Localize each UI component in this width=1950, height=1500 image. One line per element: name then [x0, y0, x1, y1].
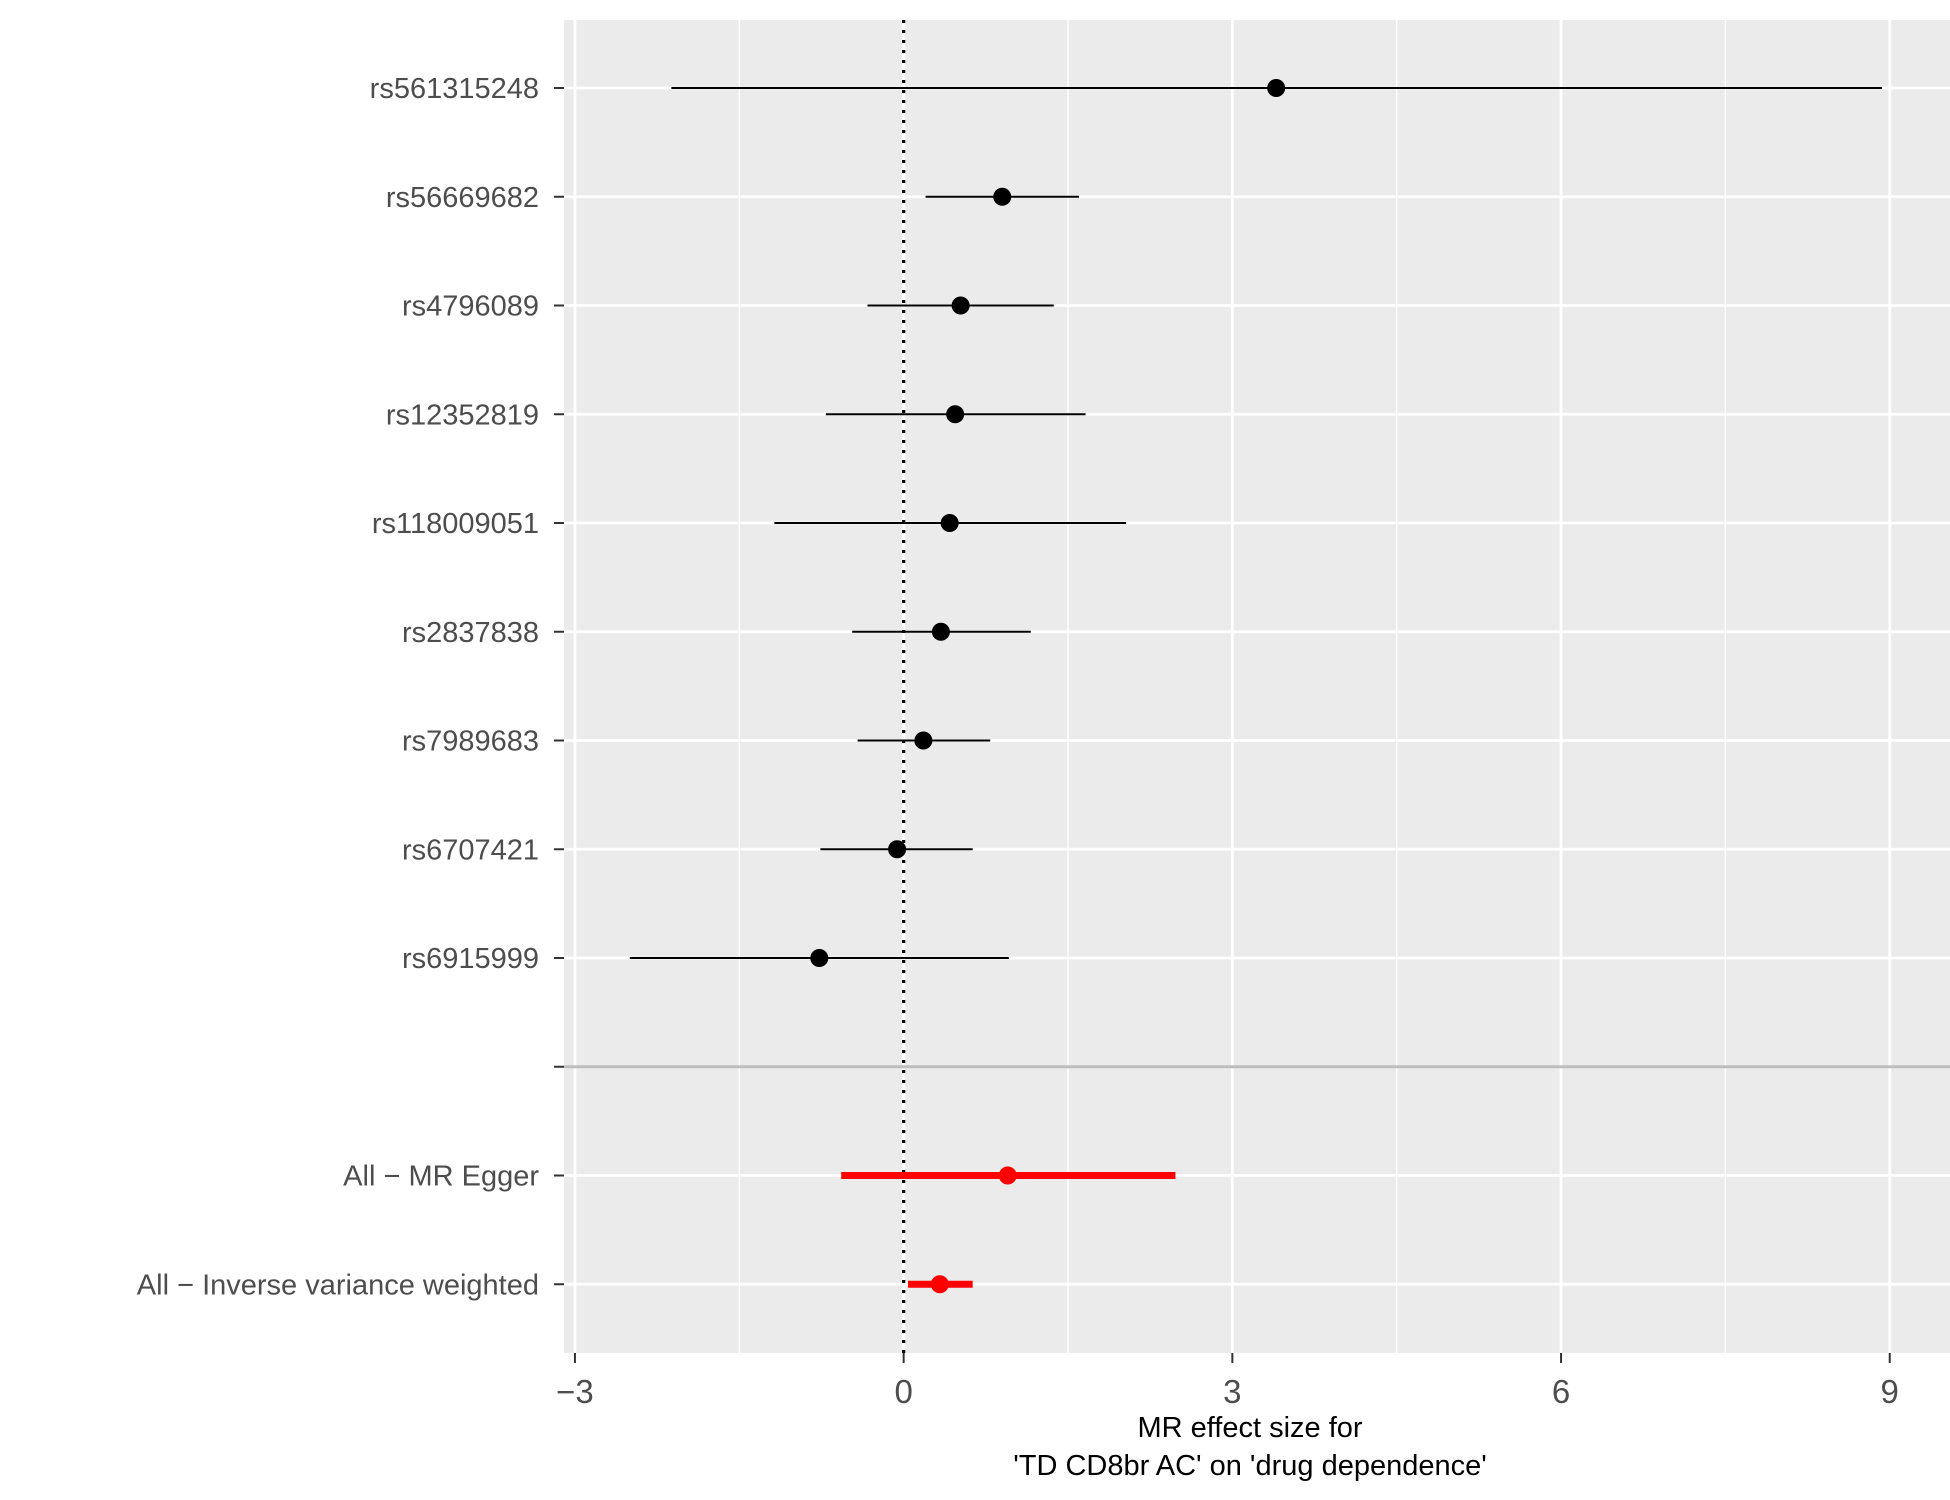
y-tick-label: rs561315248 — [370, 73, 539, 105]
y-axis-labels: rs561315248 rs56669682 rs4796089 rs12352819… — [137, 73, 540, 1301]
point-estimate — [931, 622, 950, 641]
point-estimate — [946, 405, 965, 424]
x-tick-label: 3 — [1223, 1373, 1241, 1410]
point-estimate — [993, 187, 1012, 206]
x-tick-label: 6 — [1552, 1373, 1570, 1410]
x-axis-title-line-2: 'TD CD8br AC' on 'drug dependence' — [1013, 1450, 1487, 1482]
y-tick-label: rs4796089 — [402, 291, 539, 323]
point-estimate — [940, 514, 959, 532]
y-tick-label: All − Inverse variance weighted — [137, 1269, 539, 1301]
y-tick-label: rs118009051 — [372, 508, 539, 540]
point-estimates — [810, 79, 1286, 1294]
y-tick-label: rs7989683 — [402, 726, 539, 758]
y-tick-label: rs2837838 — [402, 617, 539, 649]
y-tick-label: rs12352819 — [386, 399, 539, 431]
point-estimate — [914, 731, 933, 750]
y-tick-label: rs6915999 — [402, 943, 539, 975]
x-axis-ticks — [573, 1353, 1891, 1363]
point-estimate — [810, 949, 829, 967]
point-estimate — [888, 840, 907, 859]
y-tick-label: rs56669682 — [386, 182, 539, 214]
x-axis-labels: −3 0 3 6 9 — [556, 1373, 1899, 1410]
point-estimate — [1267, 79, 1286, 97]
point-estimate — [998, 1166, 1017, 1185]
y-tick-label: rs6707421 — [402, 834, 539, 866]
minor-gridlines — [738, 20, 1727, 1353]
y-tick-label: All − MR Egger — [343, 1161, 539, 1193]
point-estimate — [930, 1275, 949, 1294]
x-axis-title-line-1: MR effect size for — [1137, 1412, 1362, 1444]
x-tick-label: 0 — [894, 1373, 912, 1410]
x-tick-label: −3 — [556, 1373, 594, 1410]
plot-panel — [564, 20, 1950, 1353]
point-estimate — [951, 296, 970, 315]
x-tick-label: 9 — [1881, 1373, 1899, 1410]
y-axis-ticks — [554, 87, 564, 1286]
